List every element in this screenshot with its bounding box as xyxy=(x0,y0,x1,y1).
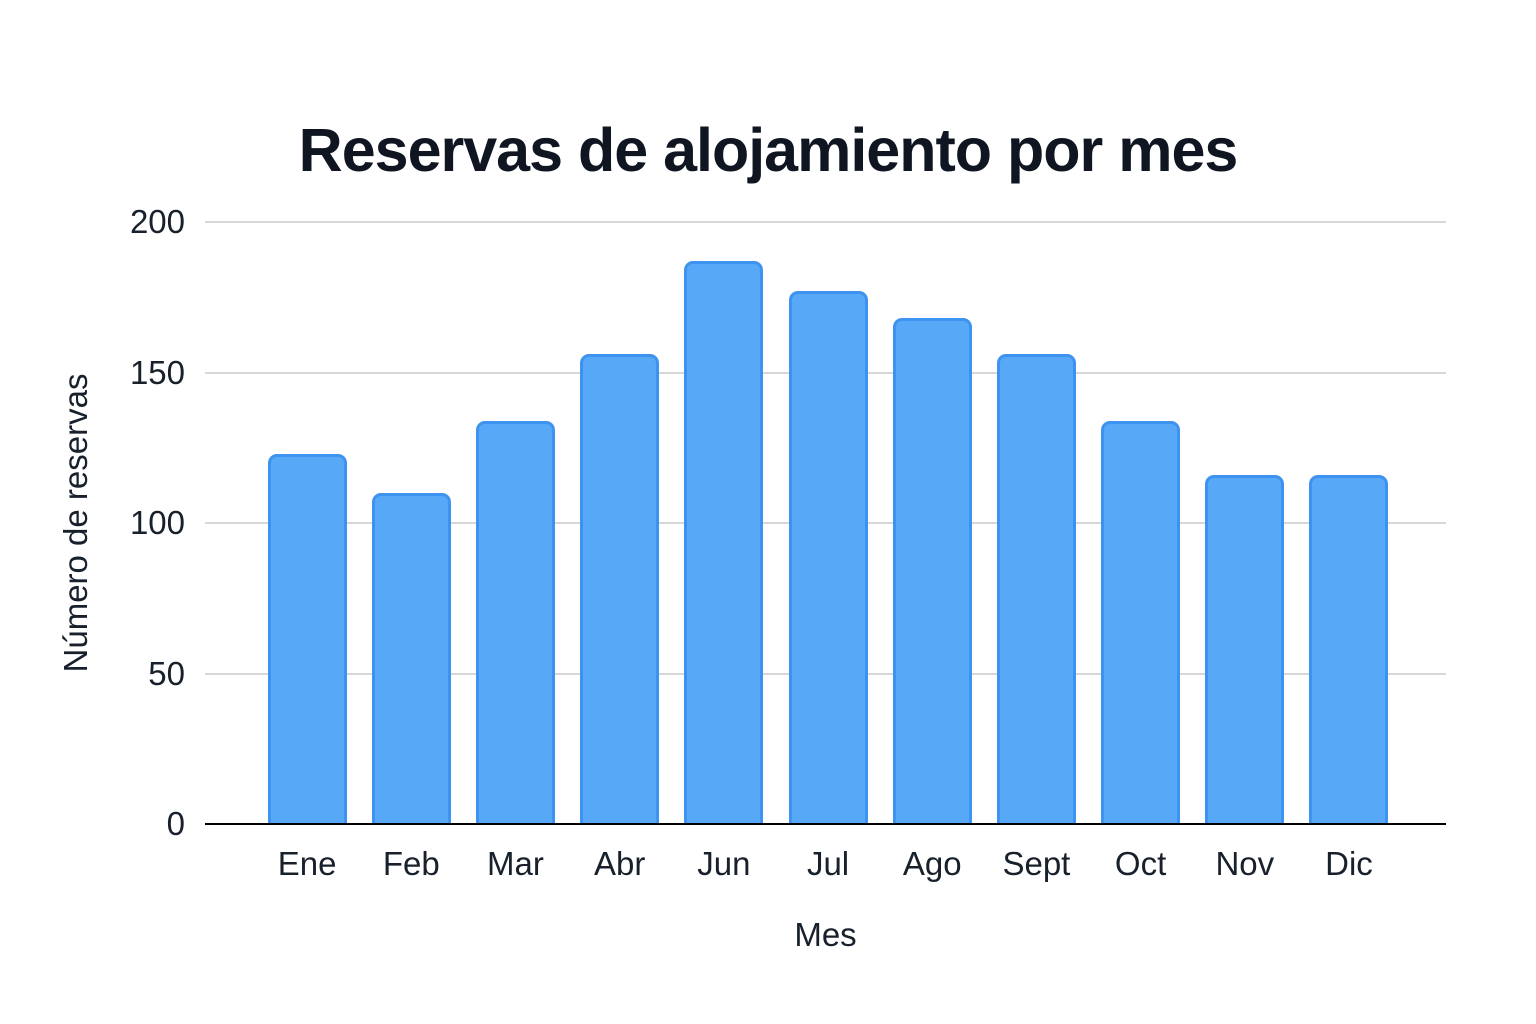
gridline-200 xyxy=(205,221,1446,223)
bars-row xyxy=(205,222,1446,824)
bar-band-sept xyxy=(984,222,1088,824)
y-tick-label-0: 0 xyxy=(166,805,185,842)
x-tick-label-oct: Oct xyxy=(1114,845,1167,882)
bar-jun xyxy=(684,261,764,824)
bar-band-oct xyxy=(1089,222,1193,824)
x-axis-line xyxy=(205,823,1446,825)
y-axis-labels: 0 50 100 150 200 xyxy=(0,203,185,842)
y-tick-label-200: 200 xyxy=(129,203,185,240)
x-tick-label-ene: Ene xyxy=(277,845,337,882)
bar-band-mar xyxy=(463,222,567,824)
chart-title: Reservas de alojamiento por mes xyxy=(298,115,1239,184)
bar-abr xyxy=(580,354,660,824)
bar-band-jun xyxy=(672,222,776,824)
x-tick-label-nov: Nov xyxy=(1215,845,1275,882)
bar-band-dic xyxy=(1297,222,1401,824)
x-tick-label-dic: Dic xyxy=(1325,845,1373,882)
bar-band-abr xyxy=(568,222,672,824)
x-tick-label-jul: Jul xyxy=(806,845,850,882)
bar-feb xyxy=(371,492,451,824)
bar-mar xyxy=(475,420,555,824)
bar-band-feb xyxy=(359,222,463,824)
bar-nov xyxy=(1205,474,1285,824)
x-tick-label-abr: Abr xyxy=(593,845,646,882)
bar-dic xyxy=(1309,474,1389,824)
x-tick-label-feb: Feb xyxy=(382,845,440,882)
bar-band-nov xyxy=(1193,222,1297,824)
y-tick-label-150: 150 xyxy=(129,353,185,391)
x-axis-title: Mes xyxy=(794,916,857,953)
bar-oct xyxy=(1101,420,1181,824)
x-tick-label-jun: Jun xyxy=(697,845,751,882)
bar-band-ene xyxy=(255,222,359,824)
y-tick-label-100: 100 xyxy=(129,504,185,541)
bar-sept xyxy=(996,354,1076,824)
x-tick-label-mar: Mar xyxy=(487,845,544,882)
plot-area xyxy=(205,221,1446,825)
bar-ene xyxy=(267,453,347,824)
bar-ago xyxy=(892,318,972,824)
x-tick-label-sept: Sept xyxy=(1002,845,1071,882)
x-tick-label-ago: Ago xyxy=(902,845,962,882)
x-axis-labels: Ene Feb Mar Abr Jun Jul Ago Sept Oct Nov Dic xyxy=(205,845,1446,883)
bar-band-ago xyxy=(880,222,984,824)
bar-jul xyxy=(788,291,868,824)
bar-band-jul xyxy=(776,222,880,824)
y-tick-label-50: 50 xyxy=(148,654,185,692)
